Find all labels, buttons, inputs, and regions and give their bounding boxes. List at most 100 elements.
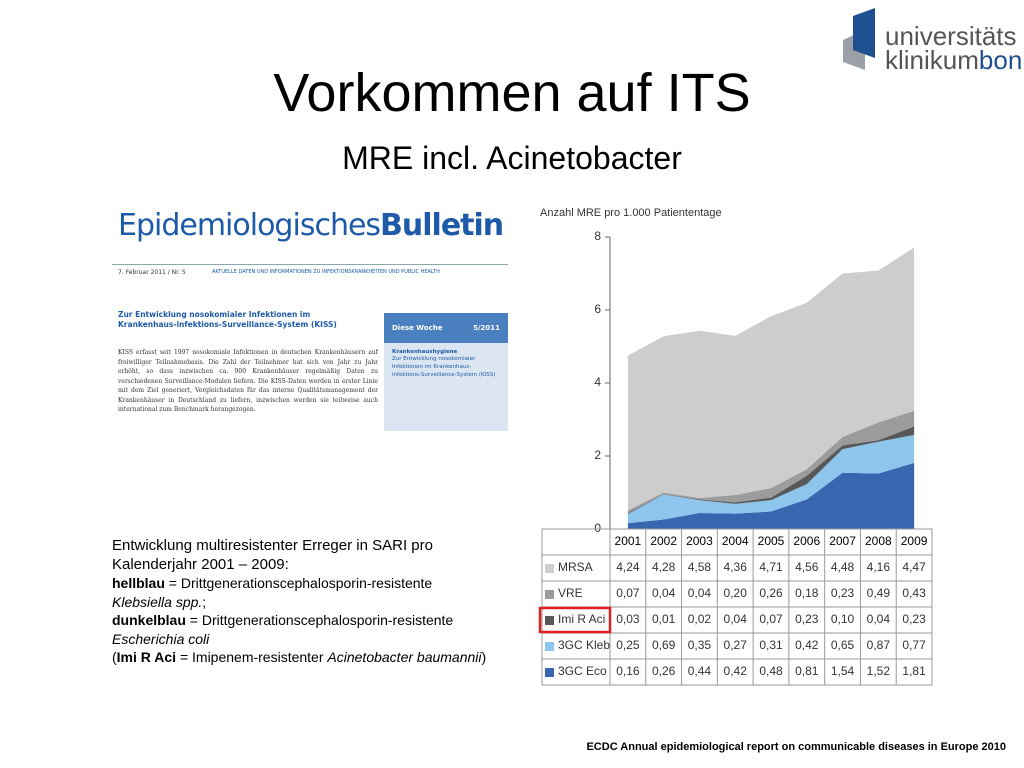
legend-label: 3GC Kleb <box>558 638 610 652</box>
caption-text: = Drittgenerationscephalosporin-resisten… <box>164 575 433 591</box>
y-tick-label: 0 <box>594 521 601 535</box>
legend-label: 3GC Eco <box>558 664 607 678</box>
value-label: 0,81 <box>795 664 819 678</box>
x-tick-label: 2005 <box>758 534 785 548</box>
chart: Anzahl MRE pro 1.000 Patiententage 0 2 4 6 8… <box>538 207 933 686</box>
value-label: 0,44 <box>688 664 712 678</box>
caption-italic: Klebsiella spp. <box>112 593 203 610</box>
bulletin-issue: 7. Februar 2011 / Nr. 5 <box>118 269 186 276</box>
logo-line1: universitäts <box>885 21 1017 51</box>
value-label: 0,01 <box>652 612 676 626</box>
y-tick-label: 4 <box>594 375 601 389</box>
value-label: 4,48 <box>831 560 855 574</box>
bulletin-title: EpidemiologischesBulletin <box>118 208 504 243</box>
value-label: 4,36 <box>724 560 748 574</box>
bulletin-tagline: AKTUELLE DATEN UND INFORMATIONEN ZU INFE… <box>212 269 440 275</box>
logo-icon <box>843 8 875 70</box>
logo-bonn: bonn <box>978 45 1024 75</box>
y-tick-label: 2 <box>594 448 601 462</box>
value-label: 0,87 <box>867 638 891 652</box>
caption: Entwicklung multiresistenter Erreger in … <box>112 537 532 667</box>
value-label: 0,23 <box>902 612 926 626</box>
legend-label: VRE <box>558 586 583 600</box>
value-label: 0,23 <box>831 586 855 600</box>
caption-intro: Entwicklung multiresistenter Erreger in … <box>112 537 433 573</box>
article-body: KISS erfasst seit 1997 nosokomiale Infek… <box>118 349 378 413</box>
x-tick-label: 2009 <box>901 534 928 548</box>
caption-key: hellblau <box>112 575 165 591</box>
value-label: 1,52 <box>867 664 891 678</box>
box-topic: Krankenhaushygiene <box>392 349 458 355</box>
value-label: 0,20 <box>724 586 748 600</box>
value-label: 0,04 <box>867 612 891 626</box>
value-label: 0,04 <box>724 612 748 626</box>
value-label: 0,77 <box>902 638 926 652</box>
value-label: 4,24 <box>616 560 640 574</box>
logo-line2: klinikumbonn <box>885 45 1024 75</box>
bulletin-title-bold: Bulletin <box>380 208 504 243</box>
value-label: 0,65 <box>831 638 855 652</box>
value-label: 0,43 <box>902 586 926 600</box>
value-label: 0,49 <box>867 586 891 600</box>
area <box>627 426 915 515</box>
caption-italic: Escherichia coli <box>112 630 210 647</box>
bulletin-image: EpidemiologischesBulletin 7. Februar 201… <box>112 200 510 435</box>
value-label: 4,58 <box>688 560 712 574</box>
legend-swatch <box>545 564 554 573</box>
footer: ECDC Annual epidemiological report on co… <box>586 741 1006 753</box>
value-label: 0,02 <box>688 612 712 626</box>
legend-swatch <box>545 590 554 599</box>
value-label: 0,07 <box>759 612 783 626</box>
caption-text: ) <box>481 649 487 665</box>
x-tick-label: 2004 <box>722 534 749 548</box>
value-label: 1,81 <box>902 664 926 678</box>
x-tick-label: 2001 <box>615 534 642 548</box>
value-label: 0,04 <box>688 586 712 600</box>
caption-def2: dunkelblau = Drittgenerationscephalospor… <box>112 611 532 648</box>
value-label: 0,31 <box>759 638 783 652</box>
legend-swatch <box>545 668 554 677</box>
y-axis-label: Anzahl MRE pro 1.000 Patiententage <box>540 207 722 219</box>
box-issue: 5/2011 <box>473 324 500 332</box>
value-label: 4,71 <box>759 560 783 574</box>
caption-def1: hellblau = Drittgenerationscephalosporin… <box>112 574 532 611</box>
y-tick-label: 6 <box>594 302 601 316</box>
value-label: 0,26 <box>652 664 676 678</box>
subtitle: MRE incl. Acinetobacter <box>342 140 682 176</box>
box-text: Zur Entwicklung nosokomialer Infektionen… <box>392 356 496 378</box>
caption-text: ( <box>112 649 117 665</box>
value-label: 0,42 <box>724 664 748 678</box>
value-label: 0,42 <box>795 638 819 652</box>
caption-key: Imi R Aci <box>116 649 177 665</box>
value-label: 0,26 <box>759 586 783 600</box>
value-label: 0,10 <box>831 612 855 626</box>
y-tick-label: 8 <box>594 229 601 243</box>
value-label: 0,35 <box>688 638 712 652</box>
value-label: 0,16 <box>616 664 640 678</box>
value-label: 0,48 <box>759 664 783 678</box>
value-label: 4,28 <box>652 560 676 574</box>
bulletin-title-light: Epidemiologisches <box>118 208 381 243</box>
value-label: 0,69 <box>652 638 676 652</box>
area <box>627 410 915 513</box>
article-title: Zur Entwicklung nosokomialer Infektionen… <box>118 310 337 329</box>
legend-swatch <box>545 642 554 651</box>
legend-label: Imi R Aci <box>558 612 605 626</box>
caption-def3: (Imi R Aci = Imipenem-resistenter Acinet… <box>112 648 492 667</box>
x-tick-label: 2007 <box>829 534 856 548</box>
area <box>627 462 915 529</box>
x-tick-label: 2003 <box>686 534 713 548</box>
area <box>627 247 915 511</box>
value-label: 0,04 <box>652 586 676 600</box>
value-label: 4,16 <box>867 560 891 574</box>
caption-text: ; <box>202 593 207 610</box>
x-tick-label: 2002 <box>650 534 677 548</box>
logo: universitäts klinikumbonn <box>835 6 1024 76</box>
box-label: Diese Woche <box>392 324 443 332</box>
highlight-box <box>538 606 612 634</box>
value-label: 0,07 <box>616 586 640 600</box>
value-label: 0,25 <box>616 638 640 652</box>
value-label: 4,56 <box>795 560 819 574</box>
legend-swatch <box>545 616 554 625</box>
